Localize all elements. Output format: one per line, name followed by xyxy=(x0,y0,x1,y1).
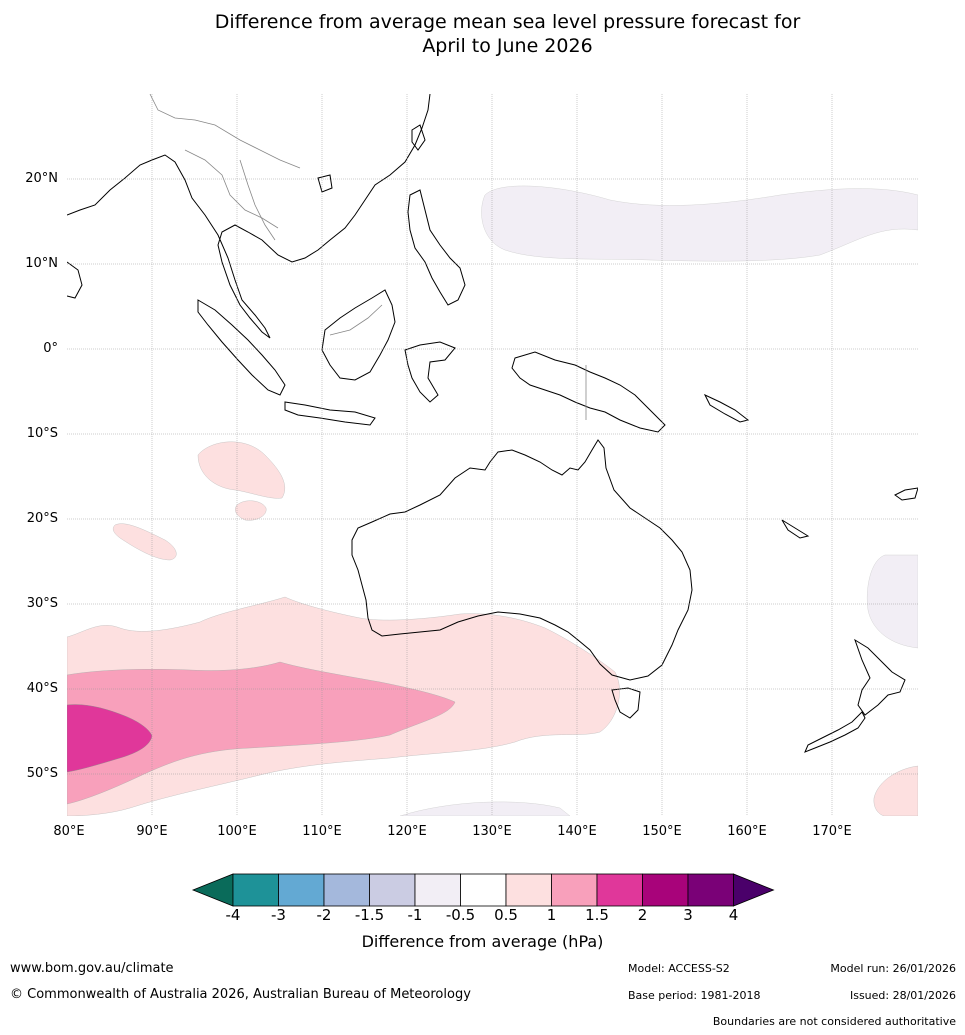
title-line-1: Difference from average mean sea level p… xyxy=(214,11,801,33)
anomaly-pos05-indian-ocean-west xyxy=(112,523,177,561)
coast-philippines xyxy=(407,189,466,306)
coast-new-caledonia xyxy=(781,519,810,539)
footer-copyright: © Commonwealth of Australia 2026, Austra… xyxy=(10,987,471,1002)
title-line-2: April to June 2026 xyxy=(422,35,593,57)
coastlines xyxy=(67,94,918,753)
coast-tasmania xyxy=(611,687,641,719)
colorbar-tick-label: -3 xyxy=(271,906,286,924)
anomaly-neg-south xyxy=(399,801,571,816)
coast-sri-lanka xyxy=(67,261,83,299)
coast-solomon xyxy=(703,393,750,423)
anomaly-pos1-southern-ocean xyxy=(67,661,456,805)
colorbar-tick-label: -1.5 xyxy=(354,906,385,924)
lon-label: 160°E xyxy=(727,824,767,839)
colorbar-tick-label: 1.5 xyxy=(585,906,609,924)
lat-label: 50°S xyxy=(26,766,58,781)
coast-sumatra xyxy=(197,299,286,396)
coast-hainan xyxy=(317,174,333,193)
coast-new-zealand-south xyxy=(804,711,866,753)
coast-fiji xyxy=(894,487,918,501)
footer-url[interactable]: www.bom.gov.au/climate xyxy=(10,961,174,976)
graticule xyxy=(67,94,918,816)
coast-asia-mainland xyxy=(67,94,431,339)
lon-label: 90°E xyxy=(136,824,168,839)
footer-base-period: Base period: 1981-2018 xyxy=(628,989,761,1002)
lon-label: 130°E xyxy=(472,824,512,839)
footer-model: Model: ACCESS-S2 xyxy=(628,962,730,975)
lon-label: 80°E xyxy=(53,824,85,839)
coast-new-guinea xyxy=(511,351,666,433)
coast-new-zealand-north xyxy=(854,638,906,716)
anomaly-pos05-indian-ocean-north xyxy=(197,441,286,499)
colorbar-label: Difference from average (hPa) xyxy=(361,932,604,951)
lat-label: 10°N xyxy=(25,256,58,271)
colorbar-tick-label: -0.5 xyxy=(445,906,476,924)
colorbar-tick-label: -4 xyxy=(225,906,241,924)
colorbar-tick-label: 1 xyxy=(546,906,557,924)
page-title: Difference from average mean sea level p… xyxy=(0,10,965,58)
lat-label: 20°S xyxy=(26,511,58,526)
colorbar-tick-label: 3 xyxy=(683,906,693,924)
lon-label: 150°E xyxy=(642,824,682,839)
colorbar-tick-label: 2 xyxy=(637,906,648,924)
lat-label: 30°S xyxy=(26,596,58,611)
coast-sulawesi xyxy=(404,341,456,403)
anomaly-neg-tasman-east xyxy=(867,554,918,649)
colorbar-tick-label: -2 xyxy=(316,906,332,924)
country-borders xyxy=(149,94,587,420)
lon-label: 170°E xyxy=(812,824,852,839)
footer-disclaimer: Boundaries are not considered authoritat… xyxy=(712,1015,956,1028)
lat-label: 40°S xyxy=(26,681,58,696)
anomaly-neg-north-pacific xyxy=(481,185,918,262)
colorbar-tick-label: -1 xyxy=(407,906,423,924)
lon-label: 100°E xyxy=(217,824,257,839)
lon-label: 120°E xyxy=(387,824,427,839)
coast-java xyxy=(284,401,376,426)
colorbar-tick-label: 0.5 xyxy=(494,906,518,924)
lat-label: 20°N xyxy=(25,171,58,186)
lon-label: 140°E xyxy=(557,824,597,839)
lat-label: 10°S xyxy=(26,426,58,441)
coast-borneo xyxy=(321,289,396,381)
anomaly-pos05-tasman-southeast xyxy=(873,765,918,816)
lon-label: 110°E xyxy=(302,824,342,839)
colorbar-tick-label: 4 xyxy=(728,906,739,924)
footer-model-run: Model run: 26/01/2026 xyxy=(830,962,956,975)
lat-label: 0° xyxy=(43,341,58,356)
coast-taiwan xyxy=(411,124,426,151)
anomaly-pos05-indian-ocean-blob xyxy=(235,500,267,521)
footer-issued: Issued: 28/01/2026 xyxy=(849,989,956,1002)
coast-australia xyxy=(351,439,693,681)
